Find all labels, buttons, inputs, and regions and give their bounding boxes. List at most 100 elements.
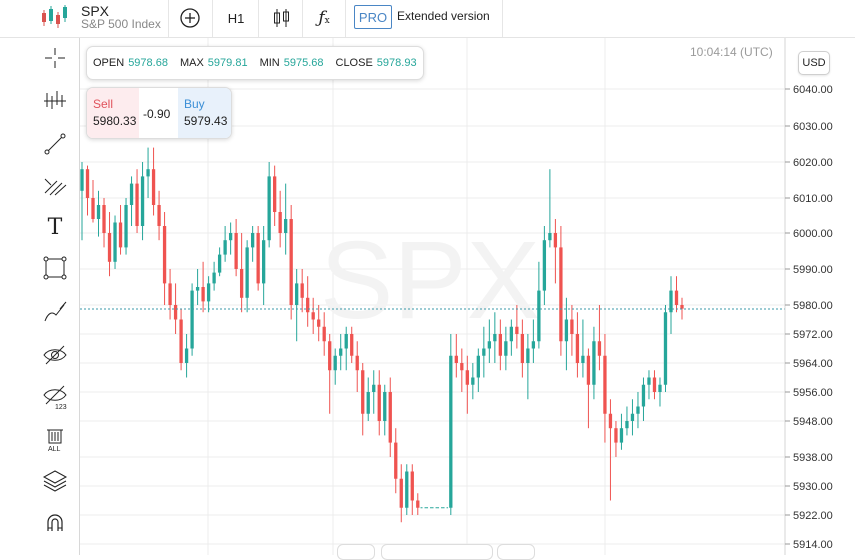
fib-tool[interactable] [40, 171, 70, 201]
candle [647, 370, 651, 400]
candle [201, 261, 205, 313]
candle-body [355, 355, 359, 371]
candle-body [575, 334, 580, 363]
candle [388, 377, 392, 457]
price-axis-label: 6040.00 [793, 84, 833, 96]
close-value: 5978.93 [376, 57, 417, 69]
chart-watermark: SPX [320, 219, 540, 342]
candle-body [592, 341, 596, 385]
add-indicator-button[interactable] [178, 5, 202, 31]
candle-body [217, 254, 222, 273]
candle [416, 493, 420, 515]
close-label: CLOSE [335, 57, 373, 69]
bottom-tab[interactable] [381, 544, 493, 560]
candle [542, 226, 547, 305]
candle-body [311, 312, 315, 320]
candle [179, 308, 183, 371]
candle [289, 205, 293, 320]
candle [228, 222, 233, 255]
candle-body [405, 471, 409, 508]
price-axis-label: 5948.00 [793, 416, 833, 428]
hide-indicators-tool[interactable]: 123 [40, 382, 70, 412]
candle [498, 319, 502, 371]
crosshair-tool[interactable] [40, 43, 70, 73]
bottom-tab[interactable] [337, 544, 375, 560]
candle-body [107, 233, 112, 262]
delete-all-tool[interactable]: ALL [40, 424, 70, 454]
pro-badge[interactable]: PRO [354, 5, 392, 29]
candle [669, 276, 673, 334]
candle [586, 348, 591, 429]
candle-body [157, 205, 161, 226]
candle-body [559, 247, 563, 342]
candle-body [487, 341, 491, 349]
price-axis-label: 5980.00 [793, 300, 833, 312]
price-axis-label: 5938.00 [793, 452, 833, 464]
trade-widget: Sell 5980.33 -0.90 Buy 5979.43 [86, 87, 232, 139]
function-button[interactable]: ƒx [312, 5, 336, 31]
bottom-tab[interactable] [497, 544, 535, 560]
candle-body [278, 212, 282, 233]
candle [328, 334, 332, 414]
layers-icon [42, 470, 68, 492]
candle-body [190, 290, 194, 349]
candle-body [289, 219, 293, 305]
candle-body [636, 406, 640, 414]
price-axis-label: 6020.00 [793, 157, 833, 169]
candle-body [652, 377, 657, 392]
candle-body [173, 305, 178, 320]
candle-body [151, 169, 156, 205]
layers-tool[interactable] [40, 466, 70, 496]
candle [581, 319, 585, 378]
interval-button[interactable]: H1 [227, 10, 245, 26]
candle-body [383, 392, 387, 421]
candle-body [113, 222, 117, 262]
candle [410, 464, 414, 515]
indicators-tool[interactable] [40, 85, 70, 115]
candle-body [630, 413, 635, 421]
symbol-ticker[interactable]: SPX [81, 3, 110, 19]
candle-body [658, 384, 662, 392]
candle [575, 312, 580, 378]
currency-button[interactable]: USD [798, 51, 830, 75]
candle-body [124, 205, 128, 248]
drawing-toolbar: T 123 ALL [0, 38, 80, 555]
candle [597, 305, 602, 371]
brush-tool[interactable] [40, 297, 70, 327]
candle-body [388, 392, 392, 443]
hide-drawings-tool[interactable] [40, 340, 70, 370]
candle [658, 377, 662, 407]
candle [184, 334, 189, 378]
candle [96, 190, 101, 237]
candle [355, 341, 359, 392]
candle-body [322, 326, 326, 342]
buy-button[interactable]: Buy 5979.43 [178, 88, 231, 138]
candle-body [520, 334, 525, 363]
candle-body [223, 240, 227, 255]
candle [273, 165, 277, 226]
candle-body [498, 334, 502, 356]
trend-line-tool[interactable] [40, 129, 70, 159]
candle-body [410, 471, 414, 501]
svg-text:ALL: ALL [48, 446, 61, 452]
candle [157, 190, 161, 241]
candle-body [515, 326, 519, 334]
candle-body [273, 176, 277, 212]
candle-body [96, 205, 101, 219]
sell-button[interactable]: Sell 5980.33 [87, 88, 139, 138]
extended-version-link[interactable]: Extended version [397, 9, 490, 23]
candle [311, 297, 315, 334]
candle-body [206, 283, 211, 302]
rectangle-tool[interactable] [40, 253, 70, 283]
candle-body [504, 341, 508, 356]
candle [372, 370, 376, 414]
candle [212, 261, 216, 291]
chart-type-button[interactable] [270, 5, 294, 31]
candle-body [162, 226, 167, 284]
candle [350, 326, 354, 363]
candle [118, 205, 123, 255]
text-tool[interactable]: T [40, 212, 70, 242]
magnet-tool[interactable] [40, 509, 70, 539]
candle [454, 334, 458, 378]
